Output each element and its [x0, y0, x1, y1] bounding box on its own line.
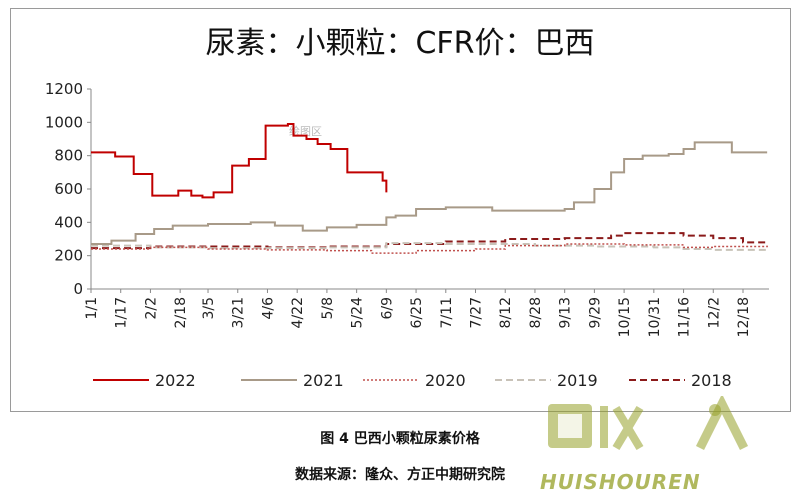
x-tick-label: 3/5 — [201, 297, 217, 320]
x-tick-label: 5/8 — [320, 297, 336, 320]
x-tick-label: 1/17 — [114, 297, 130, 328]
legend-label-2019: 2019 — [557, 371, 598, 390]
y-tick-label: 1200 — [45, 80, 83, 98]
y-tick-label: 400 — [54, 213, 83, 231]
x-tick-label: 6/25 — [409, 297, 425, 328]
x-tick-label: 3/21 — [231, 297, 247, 328]
y-tick-label: 0 — [73, 280, 83, 298]
x-tick-label: 1/1 — [84, 297, 100, 320]
chart-frame: 尿素：小颗粒：CFR价：巴西绘图区 0 200 400 600 800 1000 1200 1/… — [10, 8, 791, 412]
watermark-text: HUISHOUREN — [540, 470, 701, 494]
x-tick-label: 10/15 — [617, 297, 633, 337]
x-tick-label: 9/29 — [587, 297, 603, 328]
plot-area-label: 绘图区 — [289, 124, 322, 138]
y-tick-label: 200 — [54, 247, 83, 265]
x-tick-label: 12/18 — [736, 297, 752, 337]
data-source: 数据来源：隆众、方正中期研究院 — [295, 467, 505, 483]
legend-label-2021: 2021 — [303, 371, 344, 390]
x-tick-label: 7/11 — [439, 297, 455, 328]
x-tick-label: 10/31 — [647, 297, 663, 337]
series-line-2018 — [91, 232, 769, 250]
series-line-2021 — [91, 141, 768, 245]
series-line-2022 — [91, 123, 388, 199]
y-tick-label: 600 — [54, 180, 83, 198]
watermark: HUISHOUREN — [540, 393, 790, 500]
x-tick-label: 6/9 — [379, 297, 395, 320]
legend-label-2020: 2020 — [425, 371, 466, 390]
x-tick-label: 7/27 — [469, 297, 485, 328]
x-tick-label: 5/24 — [350, 297, 366, 329]
chart-title: 尿素：小颗粒：CFR价：巴西 — [205, 26, 594, 61]
figure-caption: 图 4 巴西小颗粒尿素价格 — [320, 431, 480, 447]
recycle-logo-icon — [548, 393, 749, 451]
x-tick-label: 11/16 — [677, 297, 693, 337]
x-tick-label: 12/2 — [706, 297, 722, 328]
y-tick-label: 1000 — [45, 113, 83, 131]
series-line-2020 — [91, 243, 768, 254]
x-tick-label: 2/18 — [173, 297, 189, 328]
x-tick-label: 4/6 — [260, 297, 276, 320]
x-tick-label: 2/2 — [143, 297, 159, 320]
legend-label-2018: 2018 — [691, 371, 732, 390]
legend-label-2022: 2022 — [155, 371, 196, 390]
x-tick-label: 8/12 — [498, 297, 514, 328]
x-tick-label: 8/28 — [528, 297, 544, 328]
x-tick-label: 4/22 — [290, 297, 306, 328]
y-tick-label: 800 — [54, 147, 83, 165]
x-tick-label: 9/13 — [558, 297, 574, 328]
